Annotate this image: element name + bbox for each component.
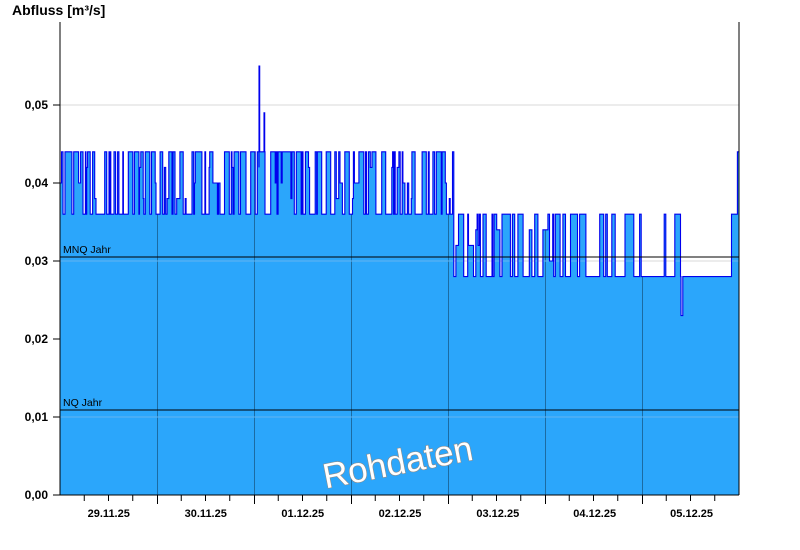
svg-text:0,02: 0,02	[25, 332, 49, 346]
svg-text:MNQ Jahr: MNQ Jahr	[63, 244, 111, 256]
svg-text:0,00: 0,00	[25, 488, 49, 502]
svg-text:01.12.25: 01.12.25	[281, 508, 324, 520]
svg-text:05.12.25: 05.12.25	[670, 508, 713, 520]
svg-text:0,05: 0,05	[25, 98, 49, 112]
svg-text:04.12.25: 04.12.25	[573, 508, 616, 520]
svg-text:0,04: 0,04	[25, 176, 49, 190]
svg-text:29.11.25: 29.11.25	[88, 508, 130, 520]
svg-text:0,03: 0,03	[25, 254, 49, 268]
svg-text:0,01: 0,01	[25, 410, 49, 424]
svg-text:30.11.25: 30.11.25	[185, 508, 227, 520]
svg-text:02.12.25: 02.12.25	[379, 508, 422, 520]
svg-text:03.12.25: 03.12.25	[476, 508, 519, 520]
svg-text:NQ Jahr: NQ Jahr	[63, 397, 103, 409]
